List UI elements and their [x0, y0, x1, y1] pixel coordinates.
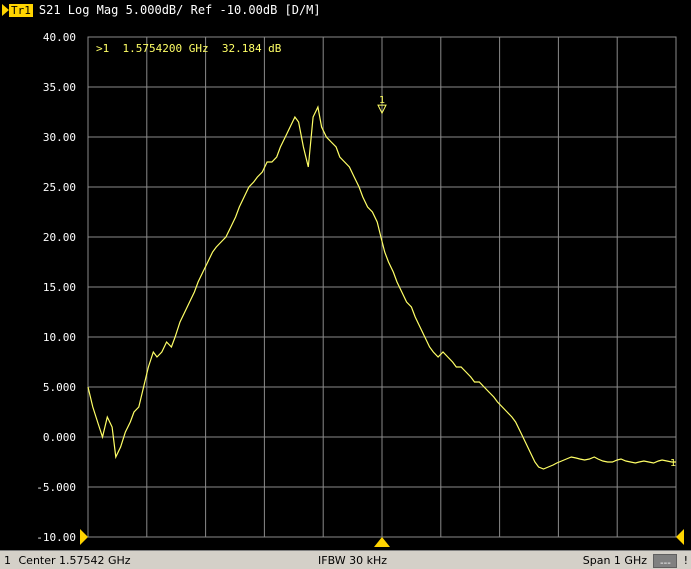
status-warning-flag: !	[683, 554, 688, 567]
trace-measurement-label[interactable]: S21 Log Mag 5.000dB/ Ref -10.00dB [D/M]	[38, 3, 321, 17]
reference-level-left-arrow-icon[interactable]	[80, 529, 88, 545]
status-channel-number: 1	[4, 554, 11, 567]
y-tick-label: 15.00	[43, 281, 76, 294]
marker-1-triangle-icon[interactable]	[377, 104, 387, 115]
trace-badge[interactable]: Tr1	[9, 3, 33, 17]
y-tick-label: 40.00	[43, 31, 76, 44]
reference-level-right-arrow-icon[interactable]	[676, 529, 684, 545]
marker-1[interactable]: 1	[377, 95, 387, 115]
analyzer-screen: Tr1 S21 Log Mag 5.000dB/ Ref -10.00dB [D…	[0, 0, 691, 550]
y-tick-label: 25.00	[43, 181, 76, 194]
y-tick-label: 20.00	[43, 231, 76, 244]
y-tick-label: -10.00	[36, 531, 76, 544]
status-center-frequency: Center 1.57542 GHz	[18, 554, 131, 567]
status-bar: 1 Center 1.57542 GHz IFBW 30 kHz Span 1 …	[0, 550, 691, 569]
y-tick-label: 5.000	[43, 381, 76, 394]
center-frequency-arrow-icon[interactable]	[374, 537, 390, 547]
s21-trace-line	[87, 105, 676, 470]
y-tick-label: 35.00	[43, 81, 76, 94]
trace-end-number: 1	[670, 458, 676, 469]
status-ifbw[interactable]: IFBW 30 kHz	[318, 554, 388, 567]
status-span[interactable]: Span 1 GHz	[582, 554, 647, 567]
trace-header: Tr1 S21 Log Mag 5.000dB/ Ref -10.00dB [D…	[0, 0, 691, 20]
y-tick-label: -5.000	[36, 481, 76, 494]
marker-1-label: 1	[379, 95, 385, 106]
y-tick-label: 10.00	[43, 331, 76, 344]
status-channel[interactable]: 1 Center 1.57542 GHz	[4, 554, 131, 567]
trace-end-label: 1	[670, 458, 676, 469]
chart-plot: 40.00 35.00 30.00 25.00 20.00 15.00 10.00 5.000…	[36, 31, 684, 547]
y-tick-label: 30.00	[43, 131, 76, 144]
status-indicator-label: ---	[660, 558, 671, 569]
active-trace-arrow-icon[interactable]	[2, 4, 9, 16]
y-axis-tick-labels: 40.00 35.00 30.00 25.00 20.00 15.00 10.00 5.000…	[36, 31, 76, 544]
marker-readout[interactable]: >1 1.5754200 GHz 32.184 dB	[96, 42, 282, 55]
y-tick-label: 0.000	[43, 431, 76, 444]
status-indicator-box[interactable]: ---	[653, 554, 677, 569]
grid	[87, 36, 677, 538]
